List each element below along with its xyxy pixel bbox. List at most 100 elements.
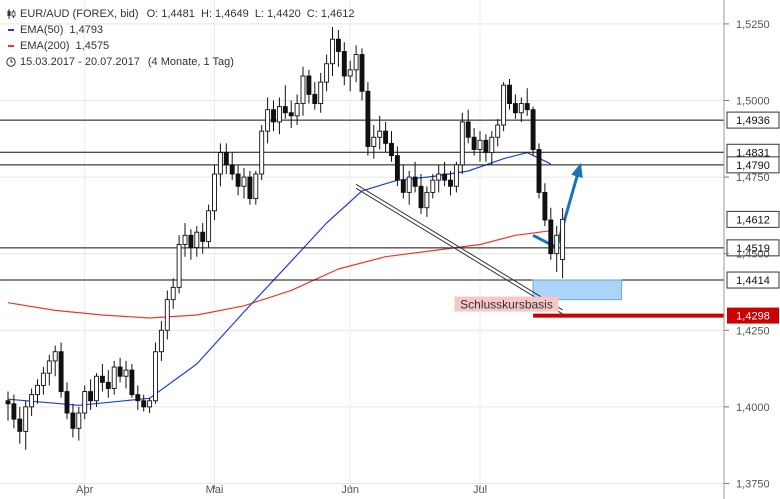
candle: [247, 170, 253, 205]
candles: [5, 26, 566, 450]
candle: [153, 342, 158, 404]
candle: [46, 354, 52, 386]
level-label-box: [726, 271, 780, 289]
ohlc-readout: O: 1,4481 H: 1,4649 L: 1,4420 C: 1,4612: [146, 8, 355, 20]
y-tick-label: 1,5000: [736, 95, 770, 107]
candle-body: [294, 103, 300, 117]
candle: [501, 82, 507, 132]
instrument-label: EUR/AUD (FOREX, bid): [20, 8, 139, 20]
period-note: (4 Monate, 1 Tag): [147, 56, 234, 68]
candle-body: [418, 185, 424, 209]
candle: [271, 100, 276, 132]
candle-body: [253, 173, 259, 199]
candle-body: [129, 369, 135, 396]
candle-body: [489, 136, 495, 154]
candle-body: [442, 173, 448, 181]
candle-body: [29, 394, 35, 408]
candle-body: [212, 173, 217, 212]
candle: [241, 167, 247, 199]
candle-body: [182, 234, 188, 245]
candle-body: [235, 173, 241, 187]
candle-body: [141, 400, 147, 408]
candle-body: [554, 234, 560, 255]
candle-body: [430, 179, 436, 193]
candle: [453, 161, 459, 193]
candle-body: [389, 142, 394, 157]
x-tick-label: Jul: [473, 484, 487, 496]
candle-body: [359, 54, 365, 92]
candle: [141, 394, 147, 412]
candle: [35, 379, 40, 404]
candle-body: [46, 360, 52, 374]
candle-body: [70, 412, 76, 429]
ema200-value: 1,4575: [75, 40, 110, 52]
candle: [265, 97, 271, 144]
candle-body: [501, 84, 507, 126]
candle: [306, 69, 312, 104]
candle: [170, 278, 176, 309]
candle: [200, 223, 206, 254]
candle: [459, 112, 465, 175]
candle: [5, 391, 11, 421]
candle: [147, 397, 153, 414]
candle-body: [94, 375, 99, 402]
candle: [253, 170, 259, 205]
candle-body: [194, 231, 200, 249]
candle: [52, 345, 58, 377]
candle: [23, 400, 29, 450]
candle: [105, 370, 111, 398]
candle-body: [176, 244, 182, 288]
candle-body: [406, 176, 412, 193]
candle: [70, 403, 76, 438]
candle: [276, 97, 282, 135]
candle-body: [436, 173, 442, 181]
candle-body: [424, 191, 430, 209]
candle: [524, 88, 530, 116]
candle: [389, 131, 394, 162]
candle-body: [82, 391, 88, 414]
level-label: 1,4790: [736, 160, 770, 172]
candle: [489, 131, 495, 165]
candle-body: [282, 106, 288, 114]
ema200-label: EMA(200): [20, 40, 70, 52]
candle-body: [377, 130, 383, 138]
candle: [548, 207, 554, 260]
level-label: 1,4414: [736, 275, 770, 287]
projection-arrow-head: [571, 162, 583, 178]
candle-body: [495, 124, 501, 138]
candle-body: [477, 139, 483, 150]
candle-body: [507, 84, 512, 105]
current-price-label: 1,4612: [736, 214, 770, 226]
candle: [512, 94, 518, 119]
candle-body: [223, 152, 229, 166]
x-tick-label: Jun: [341, 484, 359, 496]
candle: [212, 164, 217, 220]
legend-instrument-row: EUR/AUD (FOREX, bid) O: 1,4481 H: 1,4649…: [6, 6, 355, 22]
candle: [40, 367, 46, 395]
ema200-swatch: [8, 45, 14, 47]
candle-body: [560, 218, 566, 260]
candle-body: [453, 164, 459, 187]
support-zone: [532, 279, 623, 301]
candle-body: [371, 136, 377, 147]
y-axis: 1,5250 1,5000 1,4750 1,4500 1,4250 1,4000 1,37…: [723, 0, 770, 499]
candle: [294, 94, 300, 126]
candle: [194, 226, 200, 257]
y-tick-label: 1,4000: [736, 402, 770, 414]
candle-body: [448, 179, 453, 187]
y-tick-label: 1,4750: [736, 172, 770, 184]
candle: [318, 72, 324, 113]
candle-body: [123, 369, 129, 377]
candle-body: [365, 90, 371, 147]
y-tick-label: 1,4250: [736, 325, 770, 337]
candle: [477, 131, 483, 162]
candle: [29, 388, 35, 417]
candle-body: [147, 400, 153, 408]
candle-body: [465, 121, 471, 138]
candle: [176, 235, 182, 294]
candle: [111, 360, 117, 395]
candle: [229, 152, 235, 181]
candle: [412, 161, 418, 193]
candle-body: [105, 381, 111, 389]
